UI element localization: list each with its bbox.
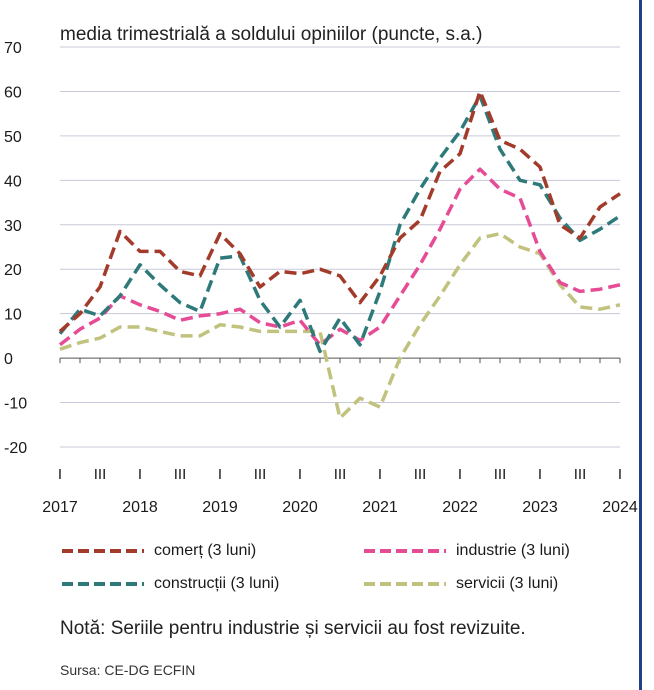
- series-line-services: [59, 231, 621, 420]
- chart-source: Sursa: CE-DG ECFIN: [60, 662, 196, 678]
- y-tick-label: 70: [4, 40, 22, 57]
- y-tick-label: 60: [4, 84, 22, 101]
- x-quarter-label: III: [254, 466, 267, 483]
- legend-item-industry: industrie (3 luni): [362, 542, 570, 560]
- y-tick-label: 0: [4, 351, 13, 368]
- y-tick-label: 50: [4, 129, 22, 146]
- x-quarter-label: I: [218, 466, 222, 483]
- y-tick-label: -10: [4, 396, 27, 413]
- y-tick-label: -20: [4, 440, 27, 457]
- x-quarter-label: III: [494, 466, 507, 483]
- x-year-label: 2019: [202, 499, 238, 516]
- legend-item-commerce: comerț (3 luni): [60, 542, 256, 560]
- x-quarter-label: III: [94, 466, 107, 483]
- y-tick-label: 20: [4, 262, 22, 279]
- x-quarter-label: I: [618, 466, 622, 483]
- x-quarter-label: I: [458, 466, 462, 483]
- legend-swatch-industry: [364, 549, 446, 553]
- x-quarter-label: III: [334, 466, 347, 483]
- x-year-label: 2017: [42, 499, 78, 516]
- x-year-label: 2022: [442, 499, 478, 516]
- x-year-label: 2021: [362, 499, 398, 516]
- x-year-label: 2020: [282, 499, 318, 516]
- legend-label-commerce: comerț (3 luni): [154, 542, 257, 559]
- x-quarter-label: I: [58, 466, 62, 483]
- x-quarter-label: III: [174, 466, 187, 483]
- x-quarter-label: I: [538, 466, 542, 483]
- x-year-label: 2018: [122, 499, 158, 516]
- y-tick-label: 30: [4, 218, 22, 235]
- legend-item-construction: construcții (3 luni): [60, 575, 279, 593]
- legend-item-services: servicii (3 luni): [362, 575, 558, 593]
- legend-swatch-services: [364, 582, 446, 586]
- series-line-industry: [58, 167, 621, 347]
- legend-label-services: servicii (3 luni): [456, 575, 559, 592]
- series-line-construction: [58, 94, 621, 354]
- legend-swatch-construction: [62, 582, 144, 586]
- x-quarter-label: I: [378, 466, 382, 483]
- x-quarter-label: I: [138, 466, 142, 483]
- chart-subtitle: media trimestrială a soldului opiniilor …: [60, 24, 483, 45]
- x-quarter-label: III: [414, 466, 427, 483]
- x-quarter-label: I: [298, 466, 302, 483]
- panel-border: [639, 0, 642, 690]
- y-tick-label: 10: [4, 307, 22, 324]
- legend-label-industry: industrie (3 luni): [456, 542, 570, 559]
- chart-note: Notă: Seriile pentru industrie și servic…: [60, 618, 526, 639]
- x-year-label: 2024: [602, 499, 638, 516]
- legend-label-construction: construcții (3 luni): [154, 575, 280, 592]
- x-year-label: 2023: [522, 499, 558, 516]
- legend-swatch-commerce: [62, 549, 144, 553]
- series-line-commerce: [58, 89, 621, 333]
- y-tick-label: 40: [4, 173, 22, 190]
- x-quarter-label: III: [574, 466, 587, 483]
